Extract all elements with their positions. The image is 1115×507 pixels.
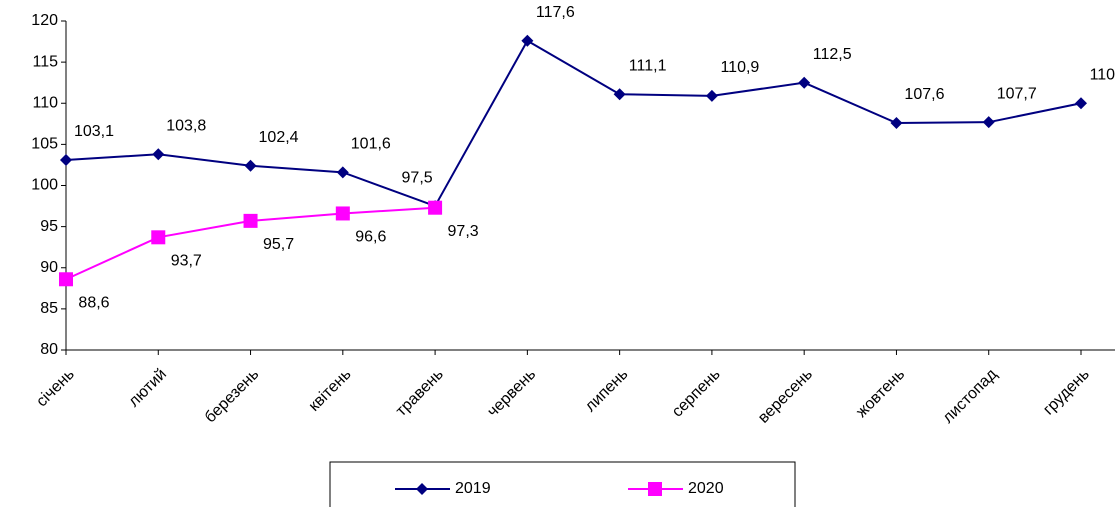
marker xyxy=(335,206,350,221)
marker xyxy=(416,483,428,495)
x-tick-label: березень xyxy=(202,366,263,427)
y-tick-label: 105 xyxy=(31,136,58,153)
marker xyxy=(336,166,349,179)
x-tick-label: квітень xyxy=(306,366,355,415)
data-label: 107,6 xyxy=(904,86,944,103)
data-label: 103,1 xyxy=(74,123,114,140)
data-label: 97,5 xyxy=(402,169,433,186)
data-label: 111,1 xyxy=(629,57,667,74)
data-label: 97,3 xyxy=(448,223,479,240)
y-tick-label: 120 xyxy=(31,12,58,29)
data-label: 110,9 xyxy=(720,59,759,76)
data-label: 95,7 xyxy=(263,236,294,253)
x-tick-label: червень xyxy=(484,366,539,421)
marker xyxy=(60,154,72,167)
x-tick-label: листопад xyxy=(940,365,1001,426)
data-label: 107,7 xyxy=(997,85,1037,102)
marker xyxy=(244,159,257,172)
marker xyxy=(890,116,903,129)
series-line xyxy=(65,39,1082,208)
marker xyxy=(243,213,258,228)
data-label: 103,8 xyxy=(166,117,206,134)
marker xyxy=(613,88,626,101)
data-label: 88,6 xyxy=(78,294,109,311)
data-label: 93,7 xyxy=(171,253,202,270)
marker xyxy=(705,89,718,102)
x-tick-label: липень xyxy=(582,366,632,416)
data-label: 117,6 xyxy=(536,4,575,21)
x-tick-label: січень xyxy=(33,366,78,411)
x-tick-label: лютий xyxy=(125,366,170,411)
x-tick-label: вересень xyxy=(755,366,816,427)
y-tick-label: 85 xyxy=(40,300,58,317)
marker xyxy=(798,76,811,89)
y-tick-label: 95 xyxy=(40,218,58,235)
y-tick-label: 115 xyxy=(32,53,58,70)
marker xyxy=(152,148,165,161)
y-tick-label: 90 xyxy=(40,259,58,276)
marker xyxy=(521,34,534,47)
marker xyxy=(59,272,73,287)
data-label: 110,0 xyxy=(1090,66,1115,83)
marker xyxy=(982,116,995,129)
y-tick-label: 80 xyxy=(40,341,58,358)
data-label: 102,4 xyxy=(259,129,299,146)
y-tick-label: 100 xyxy=(31,177,58,194)
x-tick-label: жовтень xyxy=(853,366,908,421)
legend-label: 2020 xyxy=(688,480,724,497)
marker xyxy=(151,230,166,245)
legend-label: 2019 xyxy=(455,480,491,497)
y-tick-label: 110 xyxy=(32,94,58,111)
marker xyxy=(648,482,662,496)
legend-box xyxy=(329,461,796,507)
marker xyxy=(1075,97,1087,110)
data-label: 101,6 xyxy=(351,136,391,153)
x-tick-label: грудень xyxy=(1040,366,1093,419)
x-tick-label: серпень xyxy=(669,366,724,421)
x-tick-label: травень xyxy=(393,366,447,420)
marker xyxy=(428,200,443,215)
data-label: 112,5 xyxy=(813,46,852,63)
data-label: 96,6 xyxy=(355,229,386,246)
